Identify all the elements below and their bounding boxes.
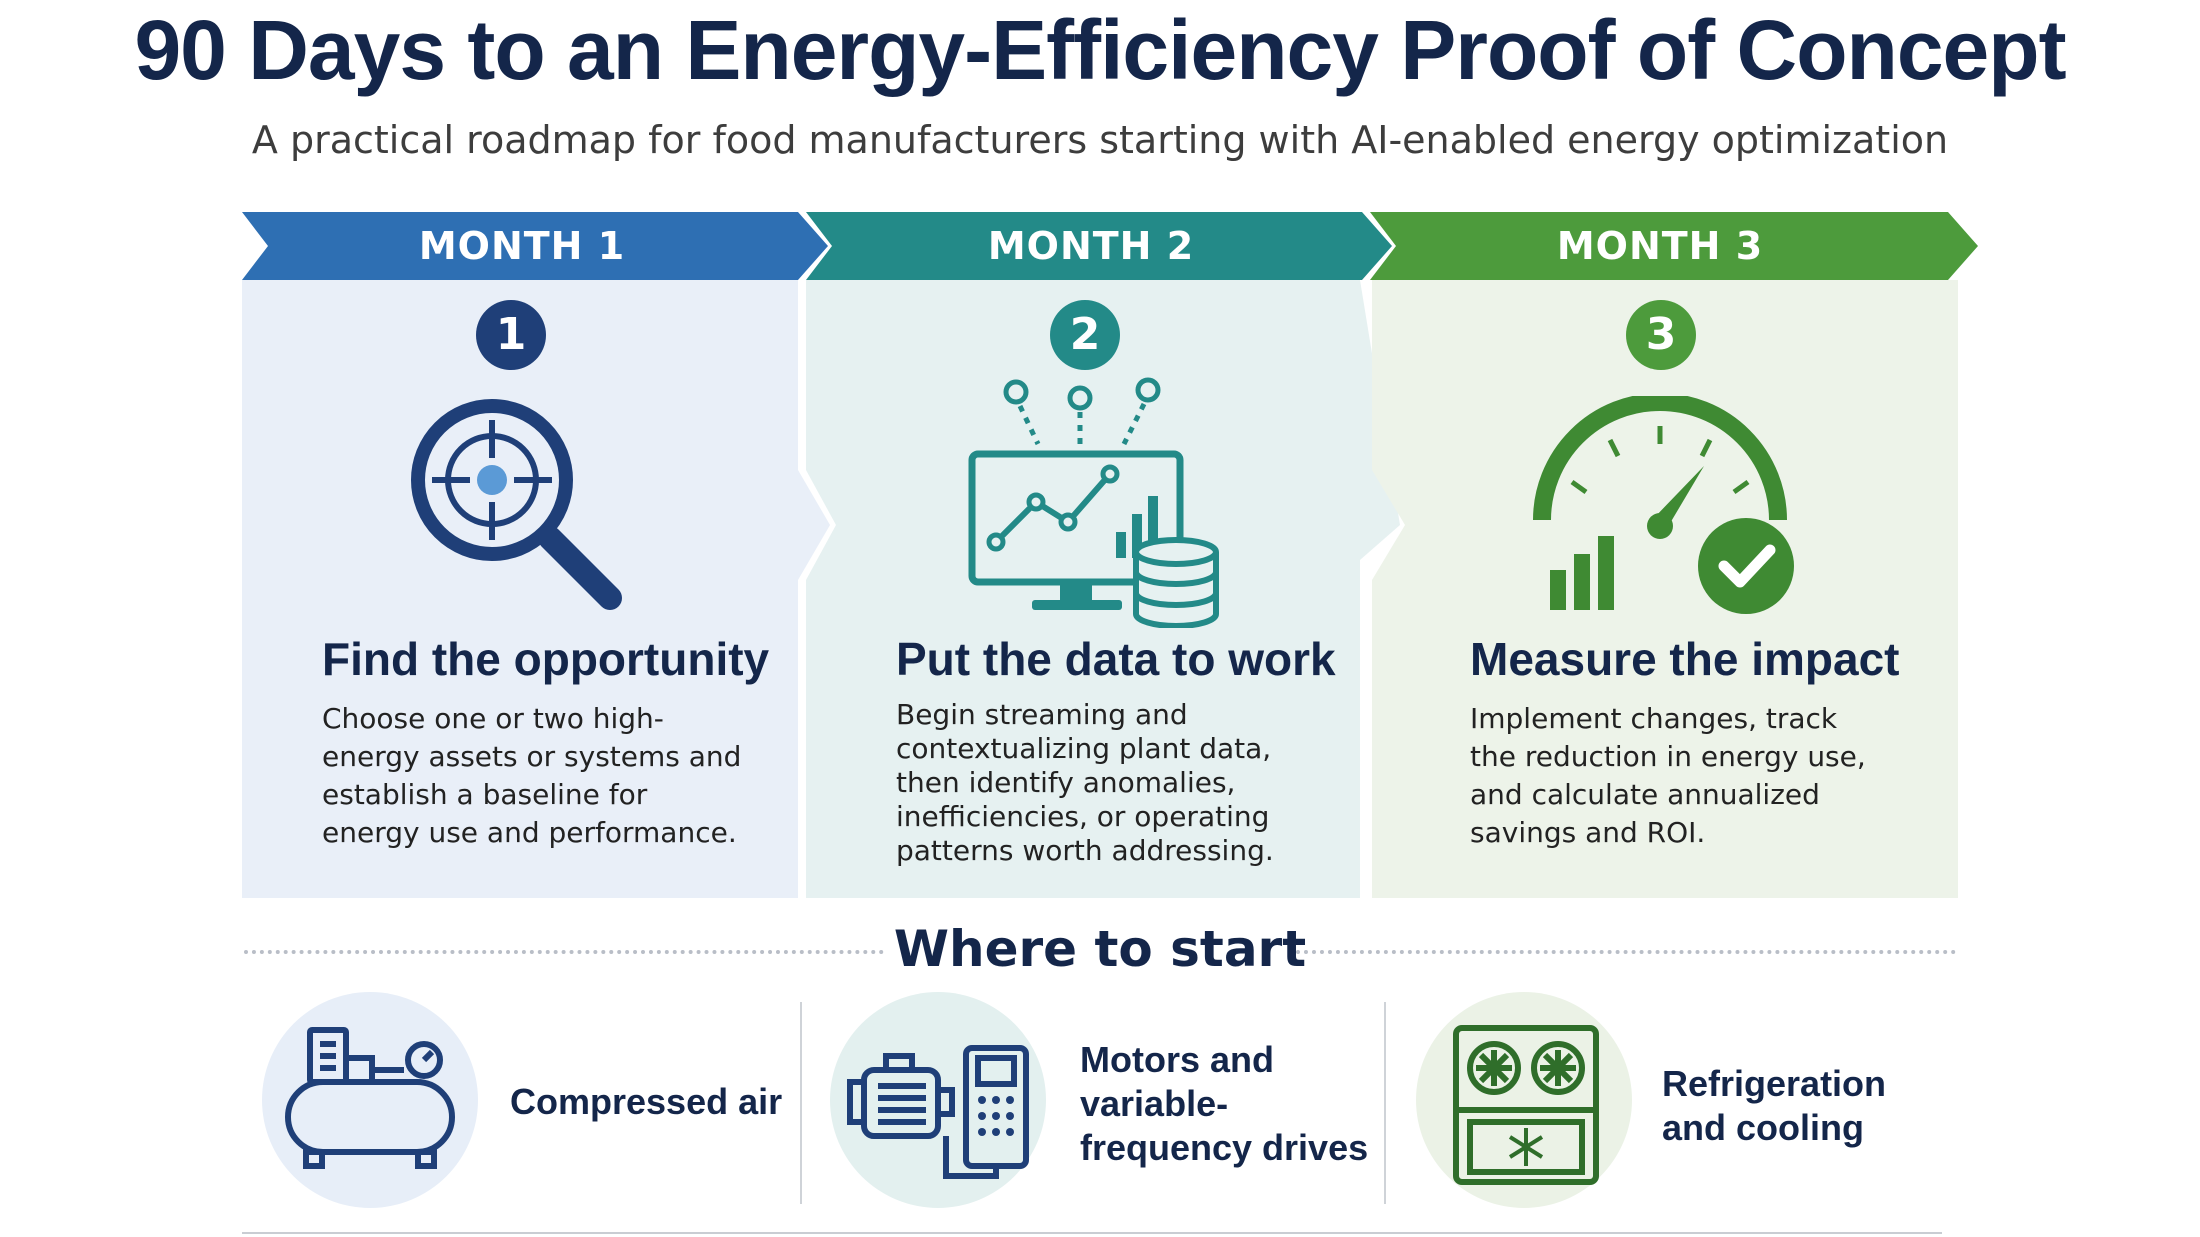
page-title: 90 Days to an Energy-Efficiency Proof of… (134, 3, 2066, 97)
month-2-label: MONTH 2 (987, 224, 1195, 268)
where-to-start-title: Where to start (893, 920, 1307, 978)
magnifier-target-icon (411, 399, 622, 610)
step-2-badge: 2 (1050, 300, 1120, 370)
where-to-start-separator-1 (800, 1002, 802, 1204)
step-3-badge: 3 (1626, 300, 1696, 370)
step-1-badge: 1 (476, 300, 546, 370)
month-3-title: Measure the impact (1470, 633, 1900, 685)
where-to-start-separator-2 (1384, 1002, 1386, 1204)
month-2-title: Put the data to work (896, 633, 1336, 685)
month-1-title: Find the opportunity (322, 633, 770, 685)
month-3-description: Implement changes, track the reduction i… (1470, 702, 1866, 849)
motors-label: Motors and variable-frequency drives (1080, 1039, 1369, 1168)
compressed-air-label: Compressed air (510, 1081, 783, 1122)
bottom-rule (242, 1232, 1942, 1234)
month-3-panel (1372, 280, 1958, 898)
month-1-label: MONTH 1 (418, 224, 626, 268)
section-divider-left (244, 950, 884, 954)
month-3-label: MONTH 3 (1556, 224, 1764, 268)
month-1-chevron (242, 212, 828, 280)
month-2-chevron (806, 212, 1392, 280)
monitor-data-icon (968, 377, 1219, 628)
compressed-air-badge (262, 992, 478, 1208)
gauge-check-icon (1533, 396, 1794, 614)
motor-vfd-icon (847, 1045, 1029, 1179)
month-1-description: Choose one or two high-energy assets or … (322, 702, 742, 849)
section-divider-right (1296, 950, 1956, 954)
month-2-description: Begin streaming and contextualizing plan… (896, 698, 1274, 867)
air-compressor-icon (285, 1027, 455, 1169)
refrigeration-unit-icon (1453, 1025, 1599, 1185)
month-3-chevron (1370, 212, 1978, 280)
month-2-panel (806, 280, 1400, 898)
page-subtitle: A practical roadmap for food manufacture… (251, 118, 1949, 162)
refrigeration-label: Refrigeration and cooling (1662, 1063, 1887, 1148)
